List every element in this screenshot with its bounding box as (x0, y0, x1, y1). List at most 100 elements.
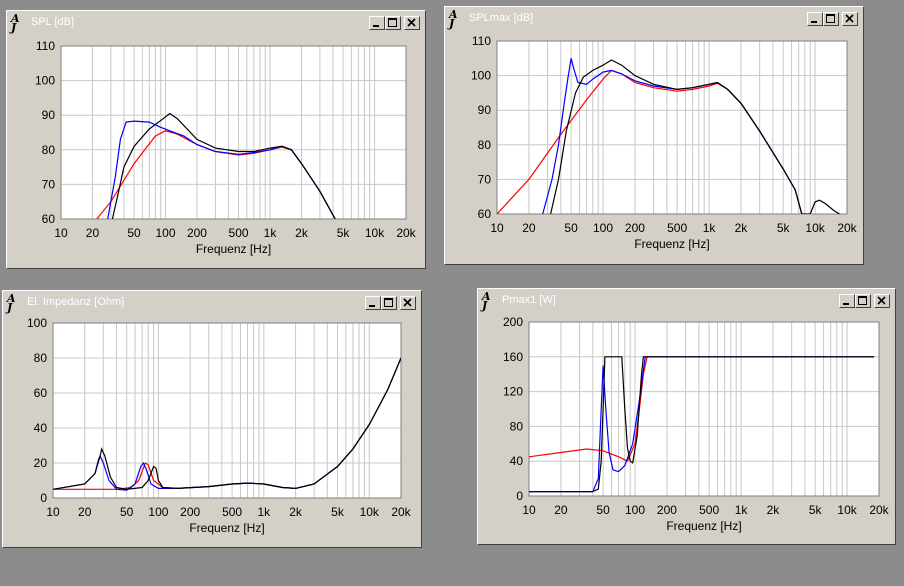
splmax-chart: 60 70 80 90 100 110 10 20 50 100 200 500 1k 2k 5k 10k 20… (471, 34, 858, 251)
maximize-button[interactable] (381, 296, 397, 310)
impedance-chart: 0 20 40 60 80 100 10 20 50 100 200 500 1k 2k 5k 10k 20k F… (27, 316, 412, 535)
series-line (529, 356, 875, 493)
x-tick-label: 50 (120, 505, 134, 519)
x-tick-label: 1k (257, 505, 271, 519)
x-tick-label: 5k (337, 226, 351, 240)
minimize-button[interactable] (807, 12, 823, 26)
x-tick-label: 10k (805, 221, 825, 235)
x-tick-label: 20 (554, 503, 568, 517)
y-tick-label: 80 (42, 143, 56, 157)
plot-border (52, 322, 402, 499)
x-tick-label: 2k (289, 505, 303, 519)
pmax-title: Pmax1 [W] (502, 294, 556, 306)
maximize-button[interactable] (855, 294, 871, 308)
x-tick-label: 20k (391, 505, 411, 519)
y-tick-label: 200 (503, 315, 523, 329)
impedance-title: El. Impedanz [Ohm] (27, 296, 125, 308)
close-button[interactable] (404, 16, 420, 30)
close-button[interactable] (874, 294, 890, 308)
x-axis-label: Frequenz [Hz] (666, 519, 741, 533)
series-line (529, 356, 875, 463)
x-tick-label: 10k (360, 505, 380, 519)
spl-title: SPL [dB] (31, 16, 75, 28)
plot-border (496, 40, 848, 215)
x-tick-label: 10 (46, 505, 60, 519)
x-tick-label: 100 (148, 505, 168, 519)
x-tick-label: 10k (837, 503, 857, 517)
series-line (529, 356, 875, 493)
x-tick-label: 50 (127, 226, 141, 240)
x-axis-label: Frequenz [Hz] (196, 242, 271, 256)
plot-border (60, 45, 407, 220)
x-axis-label: Frequenz [Hz] (189, 521, 264, 535)
y-tick-label: 70 (42, 177, 56, 191)
plot-border (528, 321, 880, 497)
x-tick-label: 200 (625, 221, 645, 235)
x-tick-label: 10 (54, 226, 68, 240)
x-tick-label: 2k (767, 503, 781, 517)
y-tick-label: 120 (503, 385, 523, 399)
y-tick-label: 160 (503, 350, 523, 364)
y-tick-label: 80 (34, 351, 48, 365)
x-tick-label: 20 (522, 221, 536, 235)
y-tick-label: 100 (27, 316, 47, 330)
x-tick-label: 20k (396, 226, 416, 240)
close-button[interactable] (400, 296, 416, 310)
y-tick-label: 100 (471, 69, 491, 83)
y-tick-label: 40 (510, 454, 524, 468)
series-line (111, 112, 336, 219)
x-tick-label: 5k (809, 503, 823, 517)
x-axis-label: Frequenz [Hz] (634, 237, 709, 251)
y-tick-label: 60 (34, 386, 48, 400)
plot-area (53, 323, 401, 498)
x-tick-label: 20 (78, 505, 92, 519)
close-button[interactable] (842, 12, 858, 26)
y-tick-label: 110 (472, 34, 491, 48)
series-line (53, 357, 401, 490)
y-tick-label: 60 (478, 207, 492, 221)
x-tick-label: 10 (522, 503, 536, 517)
y-tick-label: 90 (478, 103, 492, 117)
plot-area (497, 41, 847, 214)
x-tick-label: 500 (229, 226, 249, 240)
maximize-button[interactable] (385, 16, 401, 30)
x-tick-label: 10 (490, 221, 504, 235)
maximize-button[interactable] (823, 12, 839, 26)
x-tick-label: 20k (837, 221, 857, 235)
x-tick-label: 200 (187, 226, 207, 240)
minimize-button[interactable] (839, 294, 855, 308)
x-tick-label: 500 (667, 221, 687, 235)
plot-area (529, 322, 879, 496)
x-tick-label: 100 (593, 221, 613, 235)
minimize-button[interactable] (369, 16, 385, 30)
x-tick-label: 20k (869, 503, 889, 517)
y-tick-label: 100 (35, 74, 55, 88)
x-tick-label: 100 (625, 503, 645, 517)
x-tick-label: 500 (222, 505, 242, 519)
y-tick-label: 80 (510, 419, 524, 433)
x-tick-label: 5k (331, 505, 345, 519)
y-tick-label: 60 (42, 212, 56, 226)
y-tick-label: 20 (34, 456, 48, 470)
minimize-button[interactable] (365, 296, 381, 310)
x-tick-label: 2k (295, 226, 309, 240)
x-tick-label: 1k (703, 221, 717, 235)
x-tick-label: 10k (365, 226, 385, 240)
x-tick-label: 50 (596, 503, 610, 517)
splmax-title: SPLmax [dB] (469, 12, 534, 24)
x-tick-label: 50 (564, 221, 578, 235)
series-line (550, 59, 840, 214)
y-tick-label: 80 (478, 138, 492, 152)
x-tick-label: 100 (155, 226, 175, 240)
y-tick-label: 70 (478, 172, 492, 186)
